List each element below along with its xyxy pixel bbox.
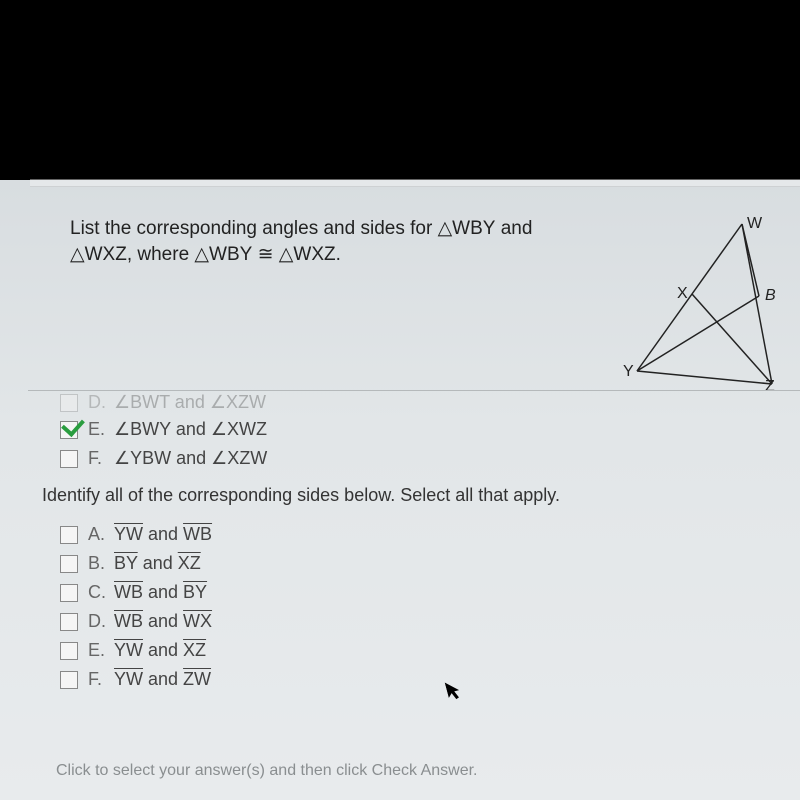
angle-option-e[interactable]: E. ∠BWY and ∠XWZ (60, 419, 780, 440)
side-option-b[interactable]: B. BY and XZ (60, 553, 780, 574)
label-W: W (747, 216, 763, 232)
question-text: List the corresponding angles and sides … (70, 216, 570, 267)
checkbox-icon[interactable] (60, 584, 78, 602)
label-X: X (677, 285, 688, 302)
opt-text: ∠BWY and ∠XWZ (114, 419, 267, 440)
opt-letter: F. (88, 669, 114, 690)
divider (28, 390, 800, 391)
angle-option-f[interactable]: F. ∠YBW and ∠XZW (60, 448, 780, 469)
opt-text: ∠YBW and ∠XZW (114, 448, 267, 469)
side-option-a[interactable]: A. YW and WB (60, 524, 780, 545)
checkbox-icon[interactable] (60, 555, 78, 573)
checkbox-icon[interactable] (60, 671, 78, 689)
opt-letter: C. (88, 582, 114, 603)
q-tri1: △WBY (438, 218, 496, 239)
q-mid: and (495, 218, 532, 239)
side-option-d[interactable]: D. WB and WX (60, 611, 780, 632)
opt-text: YW and XZ (114, 640, 206, 661)
angle-option-d[interactable]: D. ∠BWT and ∠XZW (60, 392, 780, 413)
opt-letter: B. (88, 553, 114, 574)
side-option-e[interactable]: E. YW and XZ (60, 640, 780, 661)
triangle-diagram: W X B Y Z (607, 216, 782, 391)
q-l2pre: △WXZ, where (70, 244, 194, 265)
opt-letter: E. (88, 640, 114, 661)
label-B: B (765, 287, 776, 304)
opt-text: BY and XZ (114, 553, 201, 574)
q-tri2a: △WBY (194, 244, 252, 265)
q-prefix: List the corresponding angles and sides … (70, 218, 438, 239)
side-option-f[interactable]: F. YW and ZW (60, 669, 780, 690)
side-option-c[interactable]: C. WB and BY (60, 582, 780, 603)
checkbox-icon[interactable] (60, 642, 78, 660)
checkbox-icon[interactable] (60, 613, 78, 631)
opt-text: YW and ZW (114, 669, 211, 690)
checkbox-icon[interactable] (60, 450, 78, 468)
hint-text: Click to select your answer(s) and then … (56, 762, 478, 780)
opt-letter: D. (88, 611, 114, 632)
top-bar (30, 179, 800, 187)
label-Y: Y (623, 363, 634, 380)
checkbox-icon[interactable] (60, 394, 78, 412)
q-tri2b: △WXZ. (279, 244, 341, 265)
opt-letter: E. (88, 419, 114, 440)
quiz-screen: List the corresponding angles and sides … (0, 180, 800, 800)
checkbox-icon[interactable] (60, 526, 78, 544)
opt-letter: D. (88, 392, 114, 413)
question-area: List the corresponding angles and sides … (32, 196, 800, 386)
opt-text: WB and BY (114, 582, 207, 603)
opt-text: WB and WX (114, 611, 212, 632)
opt-letter: A. (88, 524, 114, 545)
checkbox-icon[interactable] (60, 421, 78, 439)
q-cong: ≅ (252, 244, 278, 265)
sides-prompt: Identify all of the corresponding sides … (42, 485, 780, 506)
opt-text: YW and WB (114, 524, 212, 545)
opt-letter: F. (88, 448, 114, 469)
opt-text: ∠BWT and ∠XZW (114, 392, 266, 413)
answers-area: D. ∠BWT and ∠XZW E. ∠BWY and ∠XWZ F. ∠YB… (60, 398, 780, 698)
